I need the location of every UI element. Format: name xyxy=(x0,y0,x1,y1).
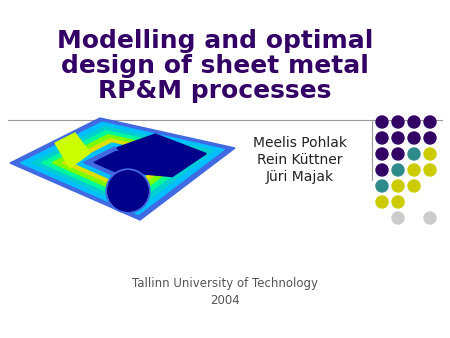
Circle shape xyxy=(376,148,388,160)
Polygon shape xyxy=(84,147,160,182)
Circle shape xyxy=(408,116,420,128)
Circle shape xyxy=(408,164,420,176)
Circle shape xyxy=(392,148,404,160)
Circle shape xyxy=(424,116,436,128)
Text: Rein Küttner: Rein Küttner xyxy=(257,153,343,167)
Text: 2004: 2004 xyxy=(210,293,240,307)
Circle shape xyxy=(106,169,150,213)
Text: RP&M processes: RP&M processes xyxy=(98,79,332,103)
Text: Jüri Majak: Jüri Majak xyxy=(266,170,334,184)
Circle shape xyxy=(424,148,436,160)
Polygon shape xyxy=(55,133,90,168)
Text: Modelling and optimal: Modelling and optimal xyxy=(57,29,373,53)
Polygon shape xyxy=(21,122,224,215)
Circle shape xyxy=(392,116,404,128)
Circle shape xyxy=(376,180,388,192)
Circle shape xyxy=(408,180,420,192)
Circle shape xyxy=(392,196,404,208)
Circle shape xyxy=(108,171,148,211)
Text: Tallinn University of Technology: Tallinn University of Technology xyxy=(132,276,318,290)
Circle shape xyxy=(376,196,388,208)
Polygon shape xyxy=(94,151,149,176)
Polygon shape xyxy=(73,143,171,187)
Circle shape xyxy=(376,164,388,176)
Circle shape xyxy=(392,212,404,224)
Polygon shape xyxy=(117,134,206,176)
Circle shape xyxy=(376,116,388,128)
Circle shape xyxy=(376,132,388,144)
Polygon shape xyxy=(41,130,203,203)
Circle shape xyxy=(424,164,436,176)
Circle shape xyxy=(408,148,420,160)
Circle shape xyxy=(408,132,420,144)
Polygon shape xyxy=(63,139,181,193)
Text: design of sheet metal: design of sheet metal xyxy=(61,54,369,78)
Polygon shape xyxy=(10,118,235,220)
Polygon shape xyxy=(31,126,213,209)
Circle shape xyxy=(392,164,404,176)
Text: Meelis Pohlak: Meelis Pohlak xyxy=(253,136,347,150)
Circle shape xyxy=(108,171,148,211)
Polygon shape xyxy=(52,135,192,198)
Circle shape xyxy=(424,212,436,224)
Circle shape xyxy=(392,132,404,144)
Circle shape xyxy=(424,132,436,144)
Circle shape xyxy=(392,180,404,192)
